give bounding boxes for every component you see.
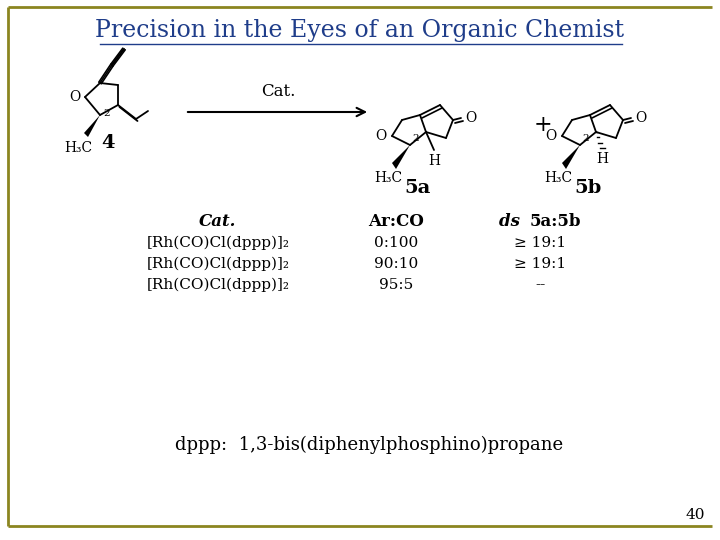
Text: Cat.: Cat. (261, 83, 295, 100)
Text: 0:100: 0:100 (374, 236, 418, 250)
Text: 40: 40 (685, 508, 705, 522)
Text: 90:10: 90:10 (374, 257, 418, 271)
Text: 2: 2 (582, 134, 589, 143)
Text: 5b: 5b (575, 179, 602, 197)
Text: --: -- (535, 278, 545, 292)
Text: O: O (70, 90, 81, 104)
Text: Ar:CO: Ar:CO (368, 213, 424, 231)
Text: H₃C: H₃C (544, 171, 572, 185)
Text: O: O (376, 129, 387, 143)
Text: 2: 2 (412, 134, 418, 143)
Text: 2: 2 (103, 109, 109, 118)
Text: H₃C: H₃C (374, 171, 402, 185)
Text: O: O (546, 129, 557, 143)
Polygon shape (84, 115, 100, 137)
Text: [Rh(CO)Cl(dppp)]₂: [Rh(CO)Cl(dppp)]₂ (146, 236, 289, 250)
Text: O: O (635, 111, 647, 125)
Polygon shape (392, 145, 410, 169)
Polygon shape (562, 145, 580, 169)
Text: Precision in the Eyes of an Organic Chemist: Precision in the Eyes of an Organic Chem… (96, 18, 624, 42)
Text: 95:5: 95:5 (379, 278, 413, 292)
Text: +: + (534, 114, 552, 136)
Text: H: H (596, 152, 608, 166)
Text: H₃C: H₃C (64, 141, 92, 155)
Text: 5a: 5a (405, 179, 431, 197)
Text: ≥ 19:1: ≥ 19:1 (514, 257, 566, 271)
Text: 5a:5b: 5a:5b (530, 213, 582, 231)
Text: [Rh(CO)Cl(dppp)]₂: [Rh(CO)Cl(dppp)]₂ (146, 257, 289, 271)
Text: H: H (428, 154, 440, 168)
Text: ds: ds (499, 213, 526, 231)
Text: 4: 4 (102, 134, 114, 152)
Text: dppp:  1,3-bis(diphenylphosphino)propane: dppp: 1,3-bis(diphenylphosphino)propane (175, 436, 563, 454)
Text: [Rh(CO)Cl(dppp)]₂: [Rh(CO)Cl(dppp)]₂ (146, 278, 289, 292)
Text: Cat.: Cat. (199, 213, 237, 231)
Text: O: O (465, 111, 476, 125)
Text: ≥ 19:1: ≥ 19:1 (514, 236, 566, 250)
